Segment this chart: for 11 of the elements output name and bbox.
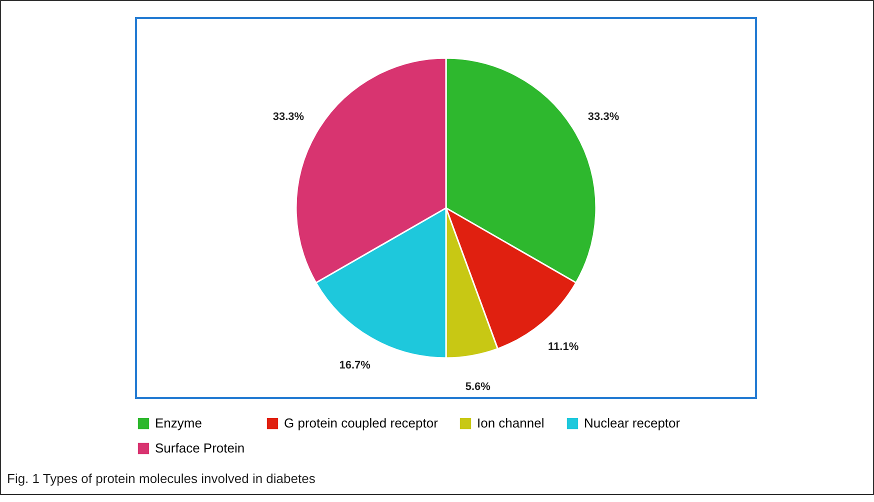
data-label: 33.3%	[272, 110, 304, 123]
data-label: 16.7%	[339, 360, 371, 372]
legend-label: Ion channel	[477, 416, 544, 431]
legend-label: Surface Protein	[155, 440, 245, 456]
legend-label: Enzyme	[155, 416, 202, 431]
caption: Fig. 1 Types of protein molecules involved in diabetes	[7, 471, 316, 486]
data-label: 33.3%	[588, 110, 620, 123]
data-label: 5.6%	[465, 381, 491, 394]
data-label: 11.1%	[548, 341, 579, 354]
legend-label: G protein coupled receptor	[284, 416, 439, 431]
legend-label: Nuclear receptor	[584, 416, 681, 431]
